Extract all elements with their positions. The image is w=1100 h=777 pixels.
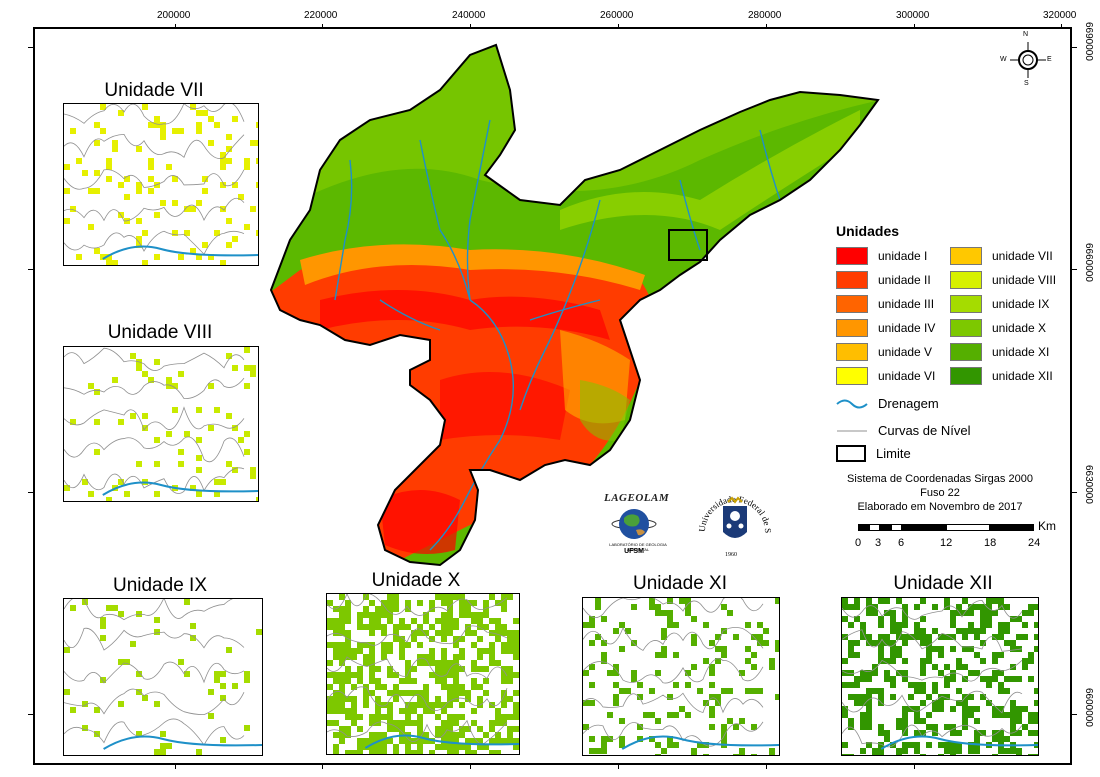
ufsm-seal-emblem: Universidade Federal de Santa Maria <box>686 476 773 538</box>
legend-item: unidade V <box>836 343 932 361</box>
x-tick-label: 260000 <box>600 10 634 21</box>
legend-limite-label: Limite <box>876 446 911 461</box>
legend-item-label: unidade IV <box>878 321 936 335</box>
credits-line-1: Sistema de Coordenadas Sirgas 2000 <box>847 473 1033 485</box>
legend-swatch <box>950 247 982 265</box>
legend-item: unidade IX <box>950 295 1049 313</box>
legend-curvas: Curvas de Nível <box>836 423 970 438</box>
inset-unidade-viii <box>63 346 259 502</box>
legend-swatch <box>836 319 868 337</box>
north-arrow: N S E W <box>1000 31 1056 88</box>
lageolam-subtitle: LABORATÓRIO DE GEOLOGIA AMBIENTAL <box>609 542 667 552</box>
legend-item-label: unidade V <box>878 345 933 359</box>
x-tick-label: 220000 <box>304 10 338 21</box>
legend-item-label: unidade VIII <box>992 273 1057 287</box>
map-credits: Sistema de Coordenadas Sirgas 2000 Fuso … <box>822 472 1058 514</box>
scale-label: 18 <box>984 537 997 549</box>
legend-item: unidade III <box>836 295 934 313</box>
x-tick-label: 320000 <box>1043 10 1077 21</box>
legend-swatch <box>836 271 868 289</box>
legend-item-label: unidade VI <box>878 369 936 383</box>
legend-swatch <box>950 295 982 313</box>
lageolam-logo: LAGEOLAM LABORATÓRIO DE GEOLOGIA AMBIENT… <box>598 492 684 562</box>
inset-title-xii: Unidade XII <box>893 573 993 594</box>
inset-unidade-ix <box>63 598 263 756</box>
legend-item-label: unidade III <box>878 297 935 311</box>
legend-item: unidade XII <box>950 367 1053 385</box>
inset-title-ix: Unidade IX <box>112 575 207 596</box>
legend-item: unidade VII <box>950 247 1053 265</box>
legend-item-label: unidade VII <box>992 249 1053 263</box>
legend-swatch <box>950 367 982 385</box>
legend-item: unidade VIII <box>950 271 1056 289</box>
legend-title: Unidades <box>836 223 900 239</box>
limit-box-icon <box>836 445 866 462</box>
legend-swatch <box>836 343 868 361</box>
x-tick-label: 300000 <box>896 10 930 21</box>
legend-drenagem-label: Drenagem <box>878 396 939 411</box>
inset-title-xi: Unidade XI <box>632 573 727 594</box>
credits-line-3: Elaborado em Novembro de 2017 <box>857 501 1023 513</box>
legend-item: unidade I <box>836 247 927 265</box>
legend-item-label: unidade IX <box>992 297 1050 311</box>
scale-label: 3 <box>875 537 882 549</box>
inset-unidade-vii <box>63 103 259 266</box>
inset-unidade-xi <box>582 597 780 756</box>
legend-item: unidade II <box>836 271 931 289</box>
ufsm-year: 1960 <box>725 552 737 558</box>
inset-title-x: Unidade X <box>371 570 461 591</box>
credits-line-2: Fuso 22 <box>920 487 960 499</box>
globe-icon <box>611 509 657 539</box>
legend-swatch <box>950 271 982 289</box>
legend-item-label: unidade II <box>878 273 931 287</box>
legend-swatch <box>836 367 868 385</box>
legend-swatch <box>836 295 868 313</box>
drainage-line-icon <box>836 399 868 408</box>
ufsm-seal: Universidade Federal de Santa Maria 1960 <box>686 476 780 564</box>
legend-item: unidade X <box>950 319 1046 337</box>
east-label: E <box>1047 56 1052 63</box>
legend-item-label: unidade XI <box>992 345 1050 359</box>
legend-item-label: unidade XII <box>992 369 1053 383</box>
legend-item-label: unidade I <box>878 249 928 263</box>
lageolam-title: LAGEOLAM <box>604 492 670 504</box>
scale-label: 24 <box>1028 537 1041 549</box>
inset-unidade-xii <box>841 597 1039 756</box>
lageolam-ufsm: UFSM <box>624 548 644 555</box>
scale-unit: Km <box>1038 519 1056 533</box>
legend-drenagem: Drenagem <box>836 396 939 411</box>
legend-swatch <box>836 247 868 265</box>
scale-label: 0 <box>855 537 862 549</box>
scale-label: 12 <box>940 537 953 549</box>
legend-limite: Limite <box>836 445 911 462</box>
north-label: N <box>1023 31 1029 38</box>
contour-line-icon <box>837 430 867 431</box>
legend-curvas-label: Curvas de Nível <box>878 423 971 438</box>
legend-item: unidade IV <box>836 319 935 337</box>
inset-unidade-x <box>326 593 520 755</box>
legend-item: unidade XI <box>950 343 1049 361</box>
inset-title-vii: Unidade VII <box>104 80 204 101</box>
x-tick-label: 200000 <box>157 10 191 21</box>
scale-label: 6 <box>898 537 905 549</box>
x-tick-label: 240000 <box>452 10 486 21</box>
inset-title-viii: Unidade VIII <box>107 322 213 343</box>
south-label: S <box>1024 80 1029 87</box>
legend-item: unidade VI <box>836 367 935 385</box>
legend-swatch <box>950 319 982 337</box>
x-tick-label: 280000 <box>748 10 782 21</box>
legend-item-label: unidade X <box>992 321 1047 335</box>
legend-swatch <box>950 343 982 361</box>
west-label: W <box>1000 56 1007 63</box>
